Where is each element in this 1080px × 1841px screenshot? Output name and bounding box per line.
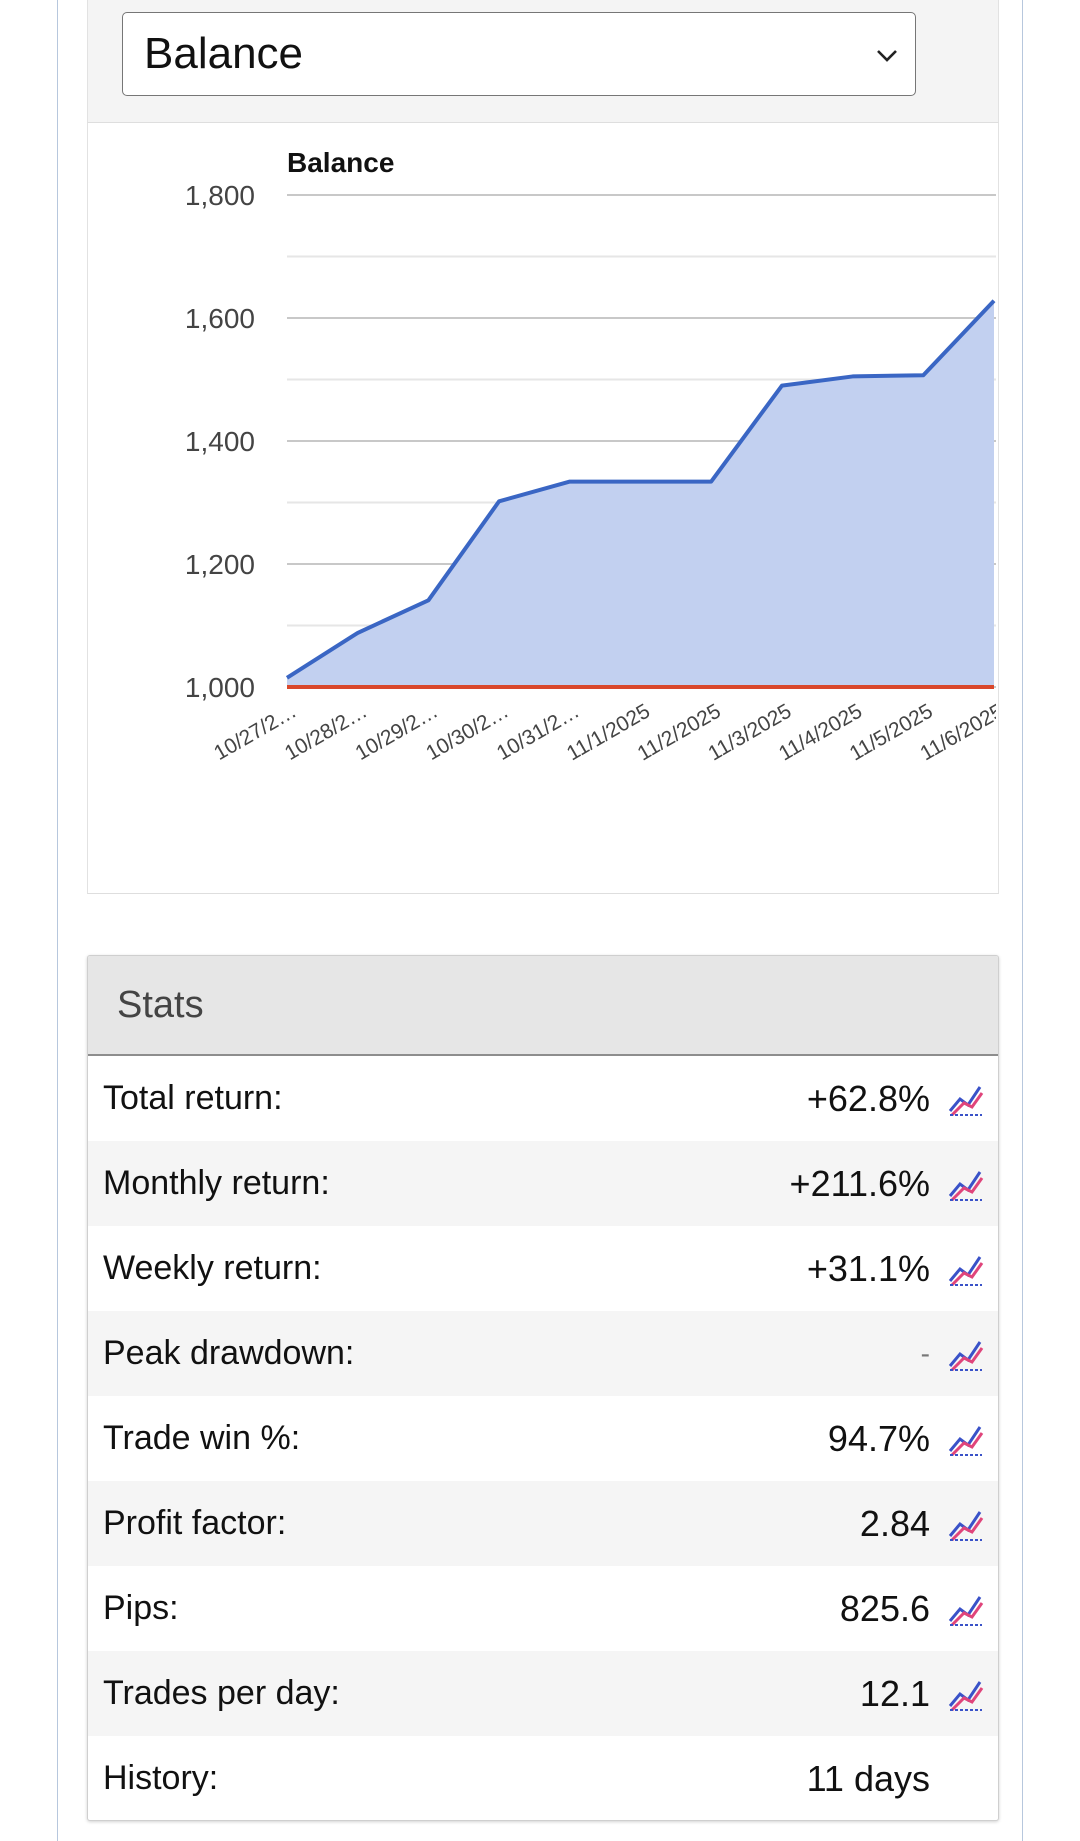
stat-value: +211.6% [789, 1162, 930, 1204]
stats-title: Stats [117, 983, 204, 1026]
stats-panel: Stats Total return: +62.8% Monthly retur… [87, 955, 999, 1821]
balance-series-line [285, 299, 996, 680]
stat-value: 11 days [806, 1757, 930, 1799]
stat-value: - [920, 1337, 930, 1369]
y-tick-label: 1,800 [185, 180, 255, 211]
stat-label: History: [103, 1759, 219, 1797]
stat-label: Monthly return: [103, 1164, 330, 1202]
stat-value: 12.1 [859, 1672, 930, 1714]
stat-label: Trades per day: [103, 1674, 340, 1712]
stat-value: 825.6 [839, 1587, 930, 1629]
stat-value: +31.1% [806, 1247, 930, 1289]
stat-row-profit-factor: Profit factor: 2.84 [88, 1481, 998, 1566]
stat-label: Trade win %: [103, 1419, 301, 1457]
chart-line-icon[interactable] [944, 1672, 988, 1716]
chart-type-select-value: Balance [144, 29, 304, 78]
stat-row-trades-per-day: Trades per day: 12.1 [88, 1651, 998, 1736]
balance-chart: Balance 1,000 1,200 1,400 1,600 1,800 10/27/… [185, 147, 996, 766]
chevron-down-icon [877, 50, 897, 62]
chart-title: Balance [287, 147, 394, 178]
stat-row-total-return: Total return: +62.8% [88, 1056, 998, 1141]
y-tick-label: 1,600 [185, 303, 255, 334]
stats-list: Total return: +62.8% Monthly return: +21… [88, 1056, 998, 1820]
stat-row-peak-drawdown: Peak drawdown: - [88, 1311, 998, 1396]
stat-label: Peak drawdown: [103, 1334, 355, 1372]
y-tick-label: 1,200 [185, 549, 255, 580]
stat-row-pips: Pips: 825.6 [88, 1566, 998, 1651]
balance-area-fill [287, 300, 994, 687]
y-tick-label: 1,000 [185, 672, 255, 703]
stat-label: Total return: [103, 1079, 283, 1117]
stat-value: 2.84 [859, 1502, 930, 1544]
y-tick-label: 1,400 [185, 426, 255, 457]
chart-line-icon[interactable] [944, 1417, 988, 1461]
stat-value: 94.7% [827, 1417, 930, 1459]
stat-label: Pips: [103, 1589, 179, 1627]
chart-line-icon[interactable] [944, 1247, 988, 1291]
chart-line-icon[interactable] [944, 1332, 988, 1376]
chart-line-icon[interactable] [944, 1077, 988, 1121]
chart-line-icon[interactable] [944, 1502, 988, 1546]
chart-line-icon[interactable] [944, 1587, 988, 1631]
stat-value: +62.8% [806, 1077, 930, 1119]
stats-header: Stats [88, 956, 998, 1056]
stat-row-history: History: 11 days [88, 1736, 998, 1820]
chart-line-icon[interactable] [944, 1162, 988, 1206]
y-axis-tick-labels: 1,000 1,200 1,400 1,600 1,800 [185, 180, 255, 703]
balance-chart-panel: Balance 1,000 1,200 1,400 1,600 1,800 10/27/… [87, 123, 999, 894]
stat-row-weekly-return: Weekly return: +31.1% [88, 1226, 998, 1311]
stat-row-trade-win: Trade win %: 94.7% [88, 1396, 998, 1481]
stat-label: Weekly return: [103, 1249, 322, 1287]
chart-type-select[interactable]: Balance [122, 12, 916, 96]
x-axis-tick-labels: 10/27/2…10/28/2…10/29/2…10/30/2…10/31/2…… [210, 700, 996, 766]
stat-row-monthly-return: Monthly return: +211.6% [88, 1141, 998, 1226]
stat-label: Profit factor: [103, 1504, 287, 1542]
